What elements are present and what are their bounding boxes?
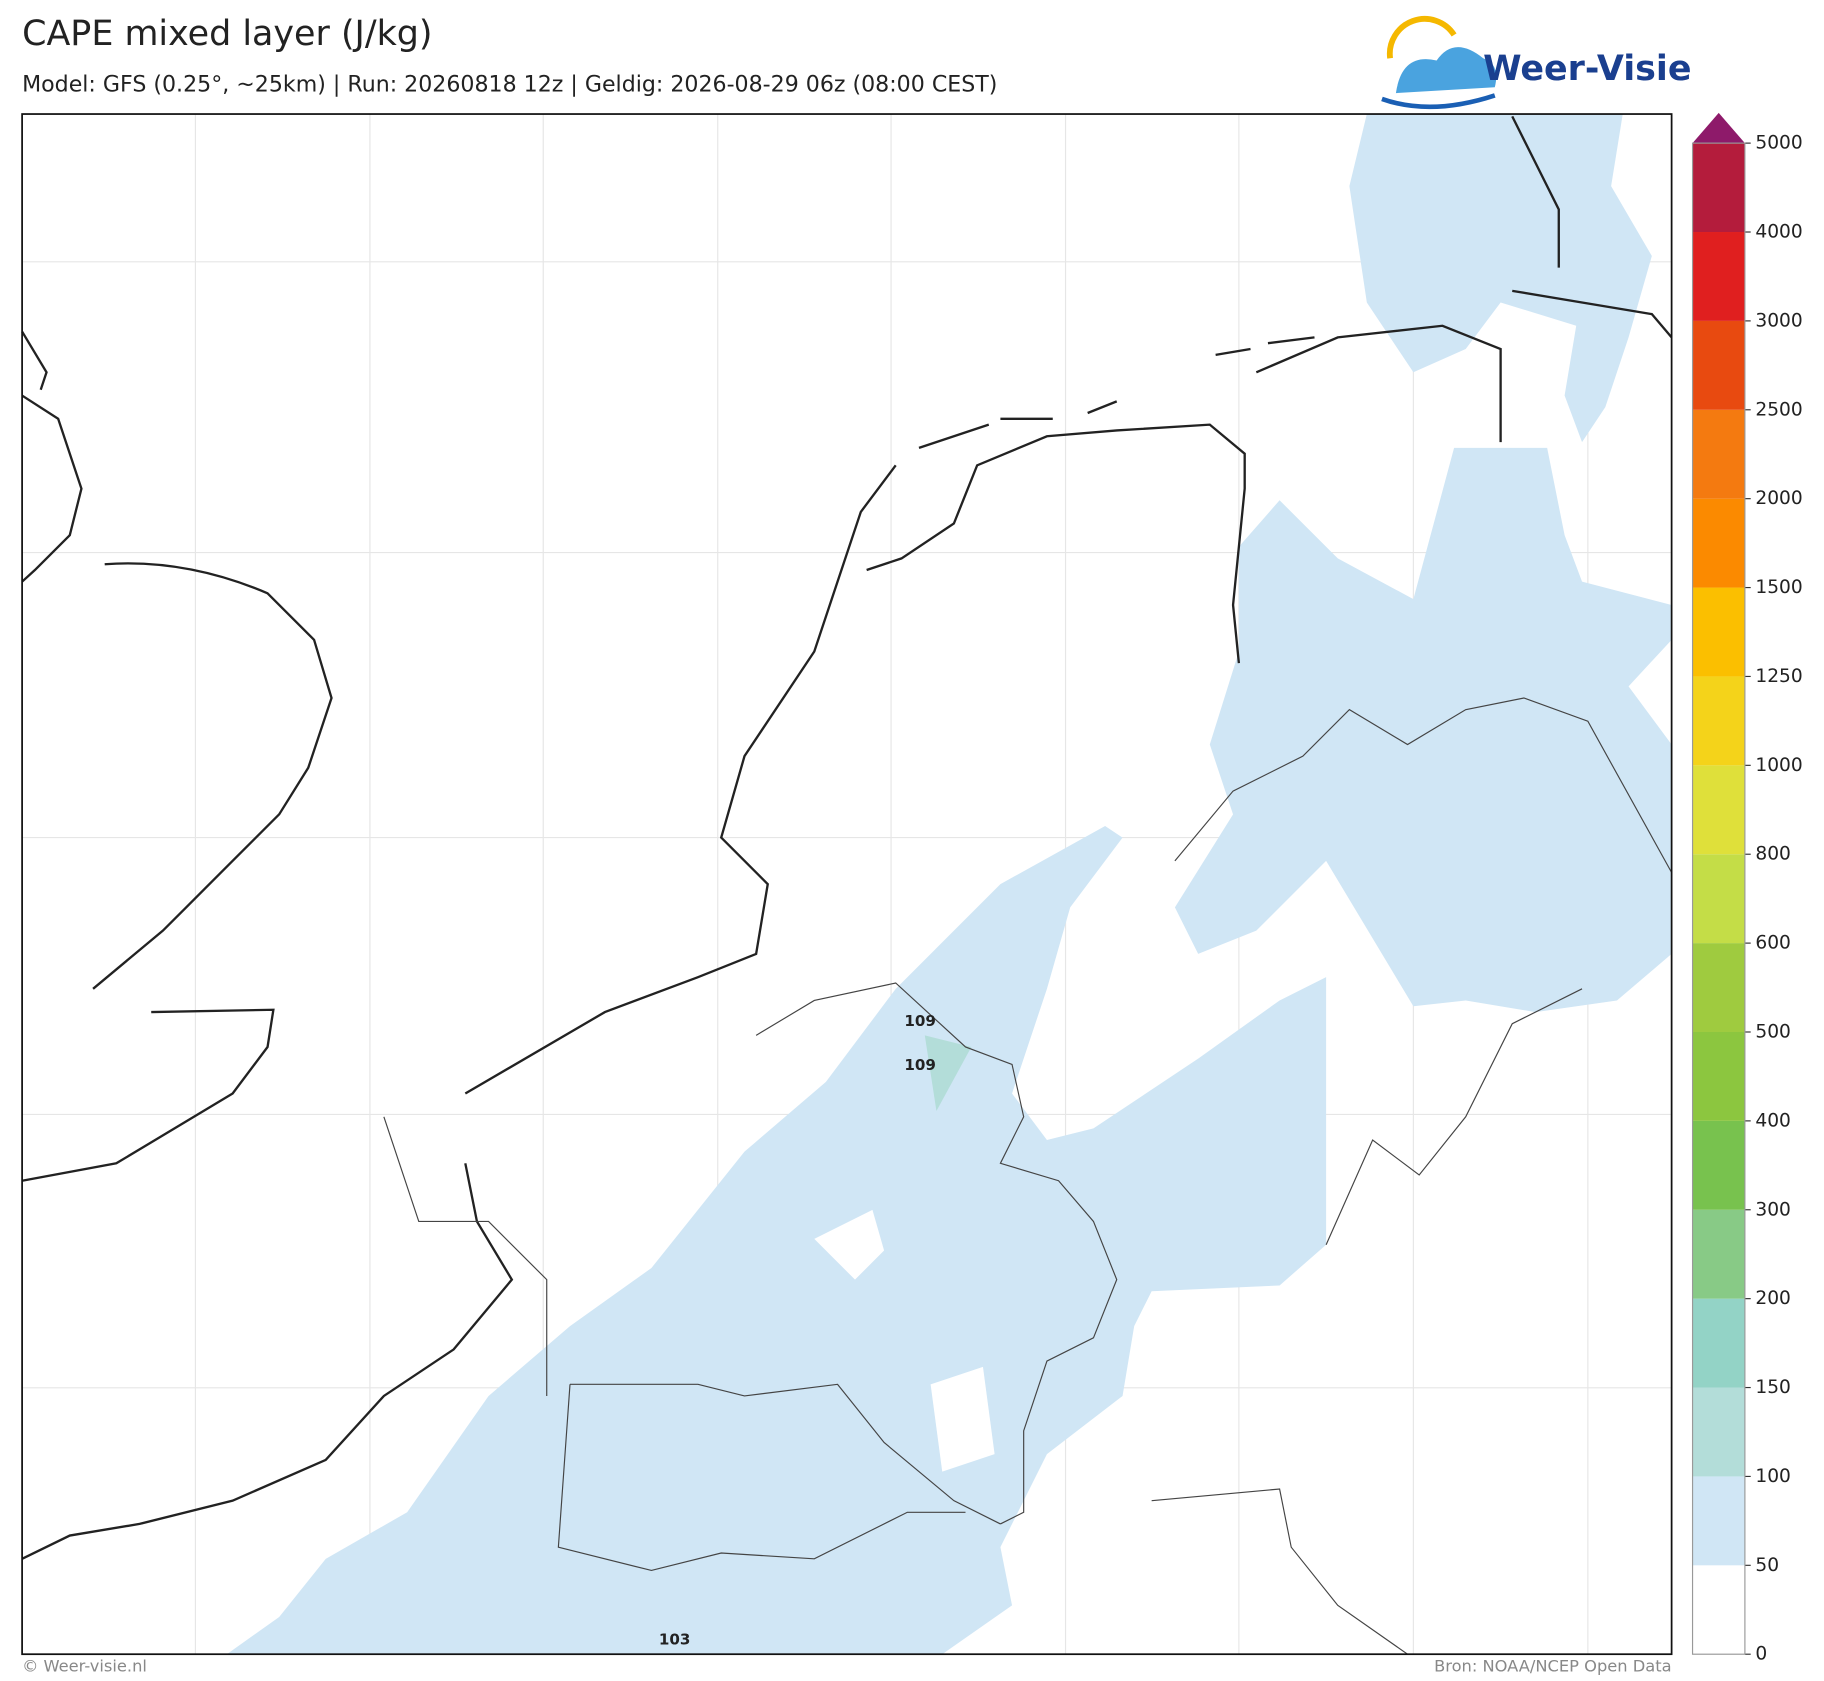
colorbar-segment	[1692, 854, 1745, 944]
title: CAPE mixed layer (J/kg)	[22, 14, 432, 54]
colorbar-segment	[1692, 765, 1745, 855]
logo-text: Weer-Visie	[1483, 49, 1691, 89]
colorbar-segment	[1692, 498, 1745, 588]
map	[21, 113, 1673, 1656]
colorbar-label: 800	[1755, 844, 1791, 865]
coastlines	[21, 115, 1673, 1560]
colorbar-segment	[1692, 1209, 1745, 1299]
colorbar-segment	[1692, 1387, 1745, 1477]
borders	[383, 697, 1673, 1655]
colorbar-frame	[1691, 142, 1746, 1655]
colorbar-label: 5000	[1755, 133, 1802, 154]
colorbar-label: 500	[1755, 1021, 1791, 1042]
colorbar-segment	[1692, 232, 1745, 321]
colorbar-segment	[1692, 320, 1745, 410]
colorbar-label: 4000	[1755, 222, 1802, 243]
subtitle: Model: GFS (0.25°, ~25km) | Run: 2026081…	[22, 71, 997, 97]
colorbar-segment	[1692, 1031, 1745, 1121]
colorbar-label: 100	[1755, 1466, 1791, 1487]
colorbar-segment	[1692, 1120, 1745, 1210]
colorbar-segment	[1692, 1298, 1745, 1388]
colorbar-label: 200	[1755, 1288, 1791, 1309]
colorbar-label: 150	[1755, 1377, 1791, 1398]
colorbar-segment	[1692, 943, 1745, 1032]
point-value: 109	[904, 1056, 936, 1074]
colorbar-label: 50	[1755, 1555, 1779, 1576]
colorbar-label: 1250	[1755, 666, 1802, 687]
logo: Weer-Visie	[1381, 16, 1692, 110]
colorbar-label: 2000	[1755, 488, 1802, 509]
point-value: 109	[904, 1012, 936, 1030]
colorbar-segment	[1692, 1565, 1745, 1655]
colorbar-label: 600	[1755, 933, 1791, 954]
colorbar-label: 1000	[1755, 755, 1802, 776]
colorbar-label: 2500	[1755, 399, 1802, 420]
colorbar-extend	[1692, 112, 1745, 144]
colorbar-label: 3000	[1755, 310, 1802, 331]
footer-left: © Weer-visie.nl	[22, 1657, 147, 1676]
colorbar-segment	[1692, 143, 1745, 233]
colorbar-segment	[1692, 1476, 1745, 1566]
footer-right: Bron: NOAA/NCEP Open Data	[1434, 1657, 1672, 1676]
point-value: 103	[659, 1631, 691, 1649]
colorbar-segment	[1692, 587, 1745, 677]
colorbar-segment	[1692, 676, 1745, 766]
cape-fill	[226, 114, 1672, 1655]
colorbar-label: 400	[1755, 1110, 1791, 1131]
colorbar-segment	[1692, 409, 1745, 499]
colorbar-label: 1500	[1755, 577, 1802, 598]
colorbar-label: 0	[1755, 1644, 1767, 1665]
colorbar-label: 300	[1755, 1199, 1791, 1220]
